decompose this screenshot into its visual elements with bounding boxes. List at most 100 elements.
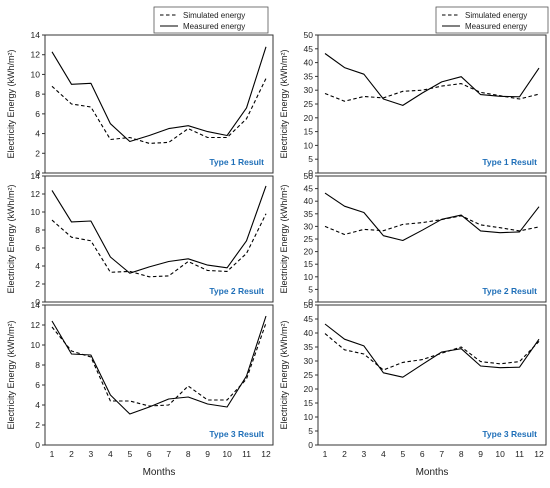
x-tick-label: 7 [439, 449, 444, 459]
simulated-energy-line [324, 215, 540, 236]
y-tick-label: 0 [308, 297, 313, 307]
y-tick-label: 2 [35, 148, 40, 158]
y-tick-label: 45 [304, 314, 314, 324]
x-tick-label: 1 [50, 449, 55, 459]
y-tick-label: 10 [304, 272, 314, 282]
legend-right: Simulated energy Measured energy [435, 6, 549, 34]
legend-simulated-label: Simulated energy [465, 11, 527, 20]
y-tick-label: 20 [304, 247, 314, 257]
result-label: Type 2 Result [209, 286, 264, 296]
panel-1-right: 0 5 10 15 20 25 30 35 40 45 50 Electricity Energy (… [279, 30, 547, 178]
x-tick-label: 6 [147, 449, 152, 459]
y-tick-label: 25 [304, 99, 314, 109]
legend-box [153, 6, 269, 34]
y-tick-label: 50 [304, 30, 314, 40]
x-tick-label: 8 [459, 449, 464, 459]
x-tick-label: 9 [205, 449, 210, 459]
plot-frame [44, 34, 274, 174]
x-axis-label: Months [143, 467, 176, 478]
panel-2-right: 0 5 10 15 20 25 30 35 40 45 50 Electricity Energy (… [279, 171, 547, 307]
simulated-energy-line [324, 333, 540, 371]
y-tick-label: 15 [304, 127, 314, 137]
x-tick-label: 2 [69, 449, 74, 459]
y-tick-label: 0 [35, 440, 40, 450]
y-tick-label: 40 [304, 328, 314, 338]
x-axis-label: Months [416, 467, 449, 478]
simulated-energy-line [51, 322, 267, 407]
y-tick-label: 40 [304, 58, 314, 68]
y-tick-label: 14 [31, 171, 41, 181]
y-tick-label: 40 [304, 196, 314, 206]
legend-measured-label: Measured energy [183, 22, 245, 31]
legend-left: Simulated energy Measured energy [153, 6, 269, 34]
y-tick-label: 12 [31, 189, 41, 199]
y-tick-label: 25 [304, 234, 314, 244]
y-tick-label: 14 [31, 300, 41, 310]
x-tick-label: 12 [534, 449, 544, 459]
y-tick-label: 25 [304, 370, 314, 380]
x-tick-label: 10 [495, 449, 505, 459]
simulated-energy-line [324, 83, 540, 102]
y-tick-label: 5 [308, 426, 313, 436]
plot-frame [44, 304, 274, 446]
panel-1-left: 0 2 4 6 8 10 12 14 Electricity Energy (kWh/m²) Ty… [6, 30, 274, 178]
y-axis-label: Electricity Energy (kWh/m²) [6, 320, 16, 429]
y-tick-label: 5 [308, 154, 313, 164]
x-tick-label: 7 [166, 449, 171, 459]
x-tick-label: 12 [261, 449, 271, 459]
y-tick-label: 20 [304, 384, 314, 394]
x-tick-label: 5 [400, 449, 405, 459]
plot-frame [317, 175, 547, 303]
y-axis-label: Electricity Energy (kWh/m²) [6, 49, 16, 158]
x-tick-label: 9 [478, 449, 483, 459]
x-tick-label: 10 [222, 449, 232, 459]
measured-energy-line [51, 315, 267, 415]
y-tick-label: 35 [304, 209, 314, 219]
y-tick-label: 6 [35, 109, 40, 119]
y-tick-label: 6 [35, 380, 40, 390]
y-tick-label: 10 [31, 207, 41, 217]
simulated-energy-line [51, 78, 267, 144]
y-tick-label: 2 [35, 420, 40, 430]
y-axis-label: Electricity Energy (kWh/m²) [279, 320, 289, 429]
y-tick-label: 8 [35, 225, 40, 235]
y-tick-label: 0 [308, 440, 313, 450]
y-tick-label: 50 [304, 171, 314, 181]
plot-frame [44, 175, 274, 303]
x-tick-label: 8 [186, 449, 191, 459]
panel-2-left: 0 2 4 6 8 10 12 14 Electricity Energy (kWh/m²) Ty… [6, 171, 274, 307]
y-tick-label: 10 [304, 412, 314, 422]
y-tick-label: 6 [35, 243, 40, 253]
y-axis-label: Electricity Energy (kWh/m²) [6, 184, 16, 293]
y-tick-label: 8 [35, 89, 40, 99]
x-tick-label: 2 [342, 449, 347, 459]
y-tick-label: 15 [304, 398, 314, 408]
result-label: Type 1 Result [209, 157, 264, 167]
x-tick-label: 6 [420, 449, 425, 459]
y-tick-label: 0 [35, 168, 40, 178]
x-tick-label: 4 [381, 449, 386, 459]
legend-measured-label: Measured energy [465, 22, 527, 31]
y-tick-label: 2 [35, 279, 40, 289]
x-tick-label: 11 [242, 449, 251, 459]
x-tick-label: 4 [108, 449, 113, 459]
y-tick-label: 12 [31, 50, 41, 60]
y-tick-label: 35 [304, 71, 314, 81]
result-label: Type 3 Result [482, 429, 537, 439]
legend-simulated-label: Simulated energy [183, 11, 245, 20]
y-tick-label: 14 [31, 30, 41, 40]
y-tick-label: 30 [304, 221, 314, 231]
y-tick-label: 0 [308, 168, 313, 178]
y-tick-label: 15 [304, 259, 314, 269]
y-tick-label: 8 [35, 360, 40, 370]
y-axis-label: Electricity Energy (kWh/m²) [279, 49, 289, 158]
y-tick-label: 30 [304, 85, 314, 95]
y-axis-label: Electricity Energy (kWh/m²) [279, 184, 289, 293]
y-tick-label: 10 [31, 69, 41, 79]
y-tick-label: 0 [35, 297, 40, 307]
y-tick-label: 45 [304, 184, 314, 194]
measured-energy-line [51, 46, 267, 143]
